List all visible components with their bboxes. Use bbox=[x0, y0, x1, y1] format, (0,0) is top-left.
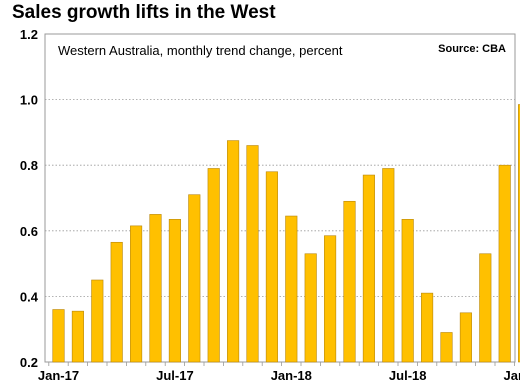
bars bbox=[52, 104, 520, 363]
chart-title: Sales growth lifts in the West bbox=[12, 2, 276, 23]
x-axis-ticks: Jan-17 Jul-17 Jan-18 Jul-18 Jan-19 bbox=[38, 362, 520, 383]
bar bbox=[71, 310, 84, 363]
bar bbox=[362, 174, 375, 363]
y-tick-label: 1.2 bbox=[20, 27, 38, 42]
bar bbox=[130, 225, 143, 363]
bar bbox=[440, 332, 453, 363]
bar bbox=[188, 194, 201, 363]
bar bbox=[459, 312, 472, 363]
bar bbox=[168, 219, 181, 363]
chart-source: Source: CBA bbox=[438, 43, 506, 55]
x-tick-label: Jan-19 bbox=[503, 368, 520, 383]
x-tick-label: Jan-17 bbox=[38, 368, 79, 383]
chart-subtitle: Western Australia, monthly trend change,… bbox=[58, 43, 343, 58]
plot-area bbox=[44, 33, 516, 363]
x-tick-label: Jan-18 bbox=[271, 368, 312, 383]
bar bbox=[401, 219, 414, 363]
bar bbox=[110, 241, 123, 363]
bar bbox=[498, 164, 511, 363]
bar bbox=[91, 279, 104, 363]
bar bbox=[265, 171, 278, 363]
gridlines bbox=[45, 99, 515, 297]
y-axis-ticks: 0.2 0.4 0.6 0.8 1.0 1.2 bbox=[20, 27, 39, 370]
bar bbox=[304, 253, 317, 363]
bar bbox=[227, 140, 240, 363]
bar bbox=[52, 309, 65, 363]
y-tick-label: 0.6 bbox=[20, 224, 38, 239]
bar bbox=[246, 145, 259, 363]
bar bbox=[382, 168, 395, 363]
bar bbox=[421, 292, 434, 363]
bar bbox=[518, 104, 520, 363]
y-tick-label: 0.4 bbox=[20, 289, 39, 304]
bar bbox=[343, 200, 356, 363]
y-tick-label: 1.0 bbox=[20, 93, 38, 108]
bar bbox=[324, 235, 337, 363]
y-tick-label: 0.8 bbox=[20, 158, 38, 173]
bar bbox=[149, 214, 162, 363]
bar bbox=[207, 168, 220, 363]
bar bbox=[285, 215, 298, 363]
x-tick-label: Jul-17 bbox=[156, 368, 194, 383]
x-tick-label: Jul-18 bbox=[389, 368, 427, 383]
y-tick-label: 0.2 bbox=[20, 355, 38, 370]
bar bbox=[479, 253, 492, 363]
